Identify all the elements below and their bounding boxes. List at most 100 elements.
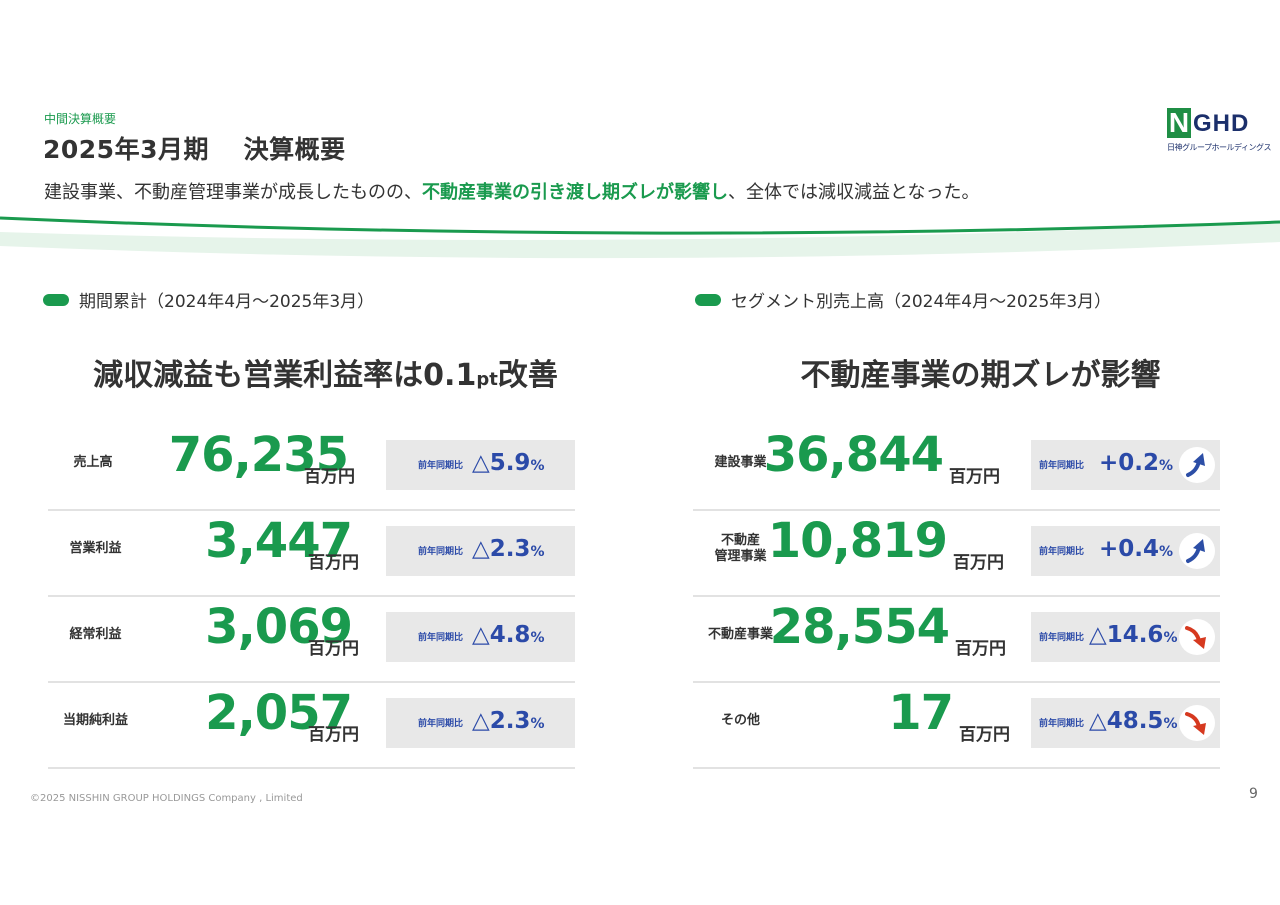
- yoy-box: 前年同期比 +0.4%: [1031, 526, 1220, 576]
- yoy-change-value: △2.3: [472, 708, 531, 734]
- segment-row-construction: 建設事業 36,844 百万円 前年同期比 +0.2%: [693, 423, 1220, 511]
- section-label-segment-text: セグメント別売上高（2024年4月〜2025年3月）: [731, 292, 1112, 312]
- header-divider-swoosh: [0, 216, 1280, 259]
- yoy-change: +0.2%: [1099, 450, 1173, 476]
- section-label-cumulative-text: 期間累計（2024年4月〜2025年3月）: [79, 292, 375, 312]
- section-label-segment: セグメント別売上高（2024年4月〜2025年3月）: [695, 287, 1111, 312]
- metric-unit: 百万円: [304, 467, 355, 487]
- segment-label-line1: 不動産: [720, 533, 760, 548]
- yoy-label: 前年同期比: [1039, 547, 1085, 557]
- lead-text-highlight: 不動産事業の引き渡し期ズレが影響し: [422, 182, 728, 203]
- yoy-change: △5.9%: [472, 450, 544, 476]
- metric-value: 3,447: [205, 513, 353, 569]
- yoy-label: 前年同期比: [1039, 461, 1085, 471]
- yoy-label: 前年同期比: [418, 461, 464, 471]
- yoy-box: 前年同期比 △4.8%: [386, 612, 575, 662]
- headline-cumulative-unit: pt: [476, 369, 498, 390]
- yoy-change-value: +0.2: [1099, 450, 1160, 476]
- segment-label: その他: [693, 681, 788, 761]
- lead-text: 建設事業、不動産管理事業が成長したものの、不動産事業の引き渡し期ズレが影響し、全…: [44, 178, 979, 204]
- metric-row-net-income: 当期純利益 2,057 百万円 前年同期比 △2.3%: [48, 681, 575, 769]
- segment-value: 36,844: [763, 427, 944, 483]
- yoy-box: 前年同期比 △2.3%: [386, 698, 575, 748]
- yoy-box: 前年同期比 △2.3%: [386, 526, 575, 576]
- metric-unit: 百万円: [308, 639, 359, 659]
- metric-row-ordinary-income: 経常利益 3,069 百万円 前年同期比 △4.8%: [48, 595, 575, 683]
- trend-down-icon: [1179, 705, 1215, 741]
- page-title: 2025年3月期 決算概要: [43, 135, 346, 164]
- segment-label-line1: 建設事業: [714, 455, 767, 470]
- yoy-label: 前年同期比: [1039, 633, 1085, 643]
- lead-text-after: 、全体では減収減益となった。: [728, 182, 980, 203]
- yoy-change: △2.3%: [472, 708, 544, 734]
- section-label-cumulative: 期間累計（2024年4月〜2025年3月）: [43, 287, 374, 312]
- segment-unit: 百万円: [953, 553, 1004, 573]
- metric-row-operating-income: 営業利益 3,447 百万円 前年同期比 △2.3%: [48, 509, 575, 597]
- yoy-change-value: △4.8: [472, 622, 531, 648]
- logo-text: GHD: [1193, 110, 1250, 137]
- segment-label-line1: その他: [720, 713, 760, 728]
- segment-row-other: その他 17 百万円 前年同期比 △48.5%: [693, 681, 1220, 769]
- segment-unit: 百万円: [949, 467, 1000, 487]
- yoy-change-pct: %: [1159, 458, 1174, 474]
- segment-unit: 百万円: [959, 725, 1010, 745]
- metric-label: 当期純利益: [62, 713, 128, 728]
- segment-label-line1: 不動産事業: [707, 627, 773, 642]
- metric-unit: 百万円: [308, 725, 359, 745]
- copyright: ©2025 NISSHIN GROUP HOLDINGS Company , L…: [30, 793, 303, 804]
- metric-row-sales: 売上高 76,235 百万円 前年同期比 △5.9%: [48, 423, 575, 511]
- yoy-label: 前年同期比: [418, 547, 464, 557]
- yoy-change-value: △14.6: [1089, 622, 1164, 648]
- headline-segment: 不動産事業の期ズレが影響: [800, 358, 1161, 393]
- section-pill-marker: [43, 293, 69, 306]
- headline-cumulative: 減収減益も営業利益率は0.1pt改善: [48, 350, 603, 394]
- metric-value: 2,057: [205, 685, 353, 741]
- yoy-label: 前年同期比: [418, 633, 464, 643]
- lead-text-before: 建設事業、不動産管理事業が成長したものの、: [44, 182, 422, 203]
- segment-row-property-management: 不動産 管理事業 10,819 百万円 前年同期比 +0.4%: [693, 509, 1220, 597]
- segment-value: 17: [888, 685, 954, 741]
- trend-up-icon: [1179, 447, 1215, 483]
- headline-cumulative-a: 減収減益も営業利益率は0.1: [93, 358, 477, 393]
- segment-label-line2: 管理事業: [714, 549, 767, 564]
- page-number: 9: [1249, 786, 1258, 802]
- yoy-change-value: △48.5: [1089, 708, 1164, 734]
- yoy-change-value: △2.3: [472, 536, 531, 562]
- yoy-change-value: +0.4: [1099, 536, 1160, 562]
- metric-label: 経常利益: [69, 627, 122, 642]
- yoy-change-pct: %: [530, 716, 545, 732]
- yoy-change-pct: %: [530, 544, 545, 560]
- trend-down-icon: [1179, 619, 1215, 655]
- yoy-change: △4.8%: [472, 622, 544, 648]
- segment-label: 不動産 管理事業: [693, 509, 788, 589]
- metric-value: 76,235: [168, 427, 349, 483]
- section-pill-marker: [695, 293, 721, 306]
- yoy-label: 前年同期比: [1039, 719, 1085, 729]
- metric-unit: 百万円: [308, 553, 359, 573]
- yoy-change-pct: %: [1163, 716, 1178, 732]
- logo-subtitle: 日神グループホールディングス: [1167, 143, 1271, 152]
- metric-label: 営業利益: [69, 541, 122, 556]
- yoy-change-pct: %: [1159, 544, 1174, 560]
- yoy-change-pct: %: [530, 630, 545, 646]
- yoy-box: 前年同期比 △5.9%: [386, 440, 575, 490]
- segment-value: 10,819: [767, 513, 948, 569]
- trend-up-icon: [1179, 533, 1215, 569]
- company-logo: N GHD 日神グループホールディングス: [1167, 106, 1271, 154]
- metric-label: 売上高: [73, 455, 113, 470]
- segment-unit: 百万円: [955, 639, 1006, 659]
- segment-row-real-estate: 不動産事業 28,554 百万円 前年同期比 △14.6%: [693, 595, 1220, 683]
- yoy-change: +0.4%: [1099, 536, 1173, 562]
- logo-mark: N: [1167, 107, 1191, 138]
- yoy-change-pct: %: [530, 458, 545, 474]
- yoy-box: 前年同期比 △48.5%: [1031, 698, 1220, 748]
- segment-label: 不動産事業: [693, 595, 788, 675]
- yoy-box: 前年同期比 △14.6%: [1031, 612, 1220, 662]
- yoy-change: △14.6%: [1089, 622, 1177, 648]
- yoy-change-pct: %: [1163, 630, 1178, 646]
- yoy-label: 前年同期比: [418, 719, 464, 729]
- yoy-change: △2.3%: [472, 536, 544, 562]
- breadcrumb: 中間決算概要: [44, 112, 117, 126]
- metric-value: 3,069: [205, 599, 353, 655]
- segment-label: 建設事業: [693, 423, 788, 503]
